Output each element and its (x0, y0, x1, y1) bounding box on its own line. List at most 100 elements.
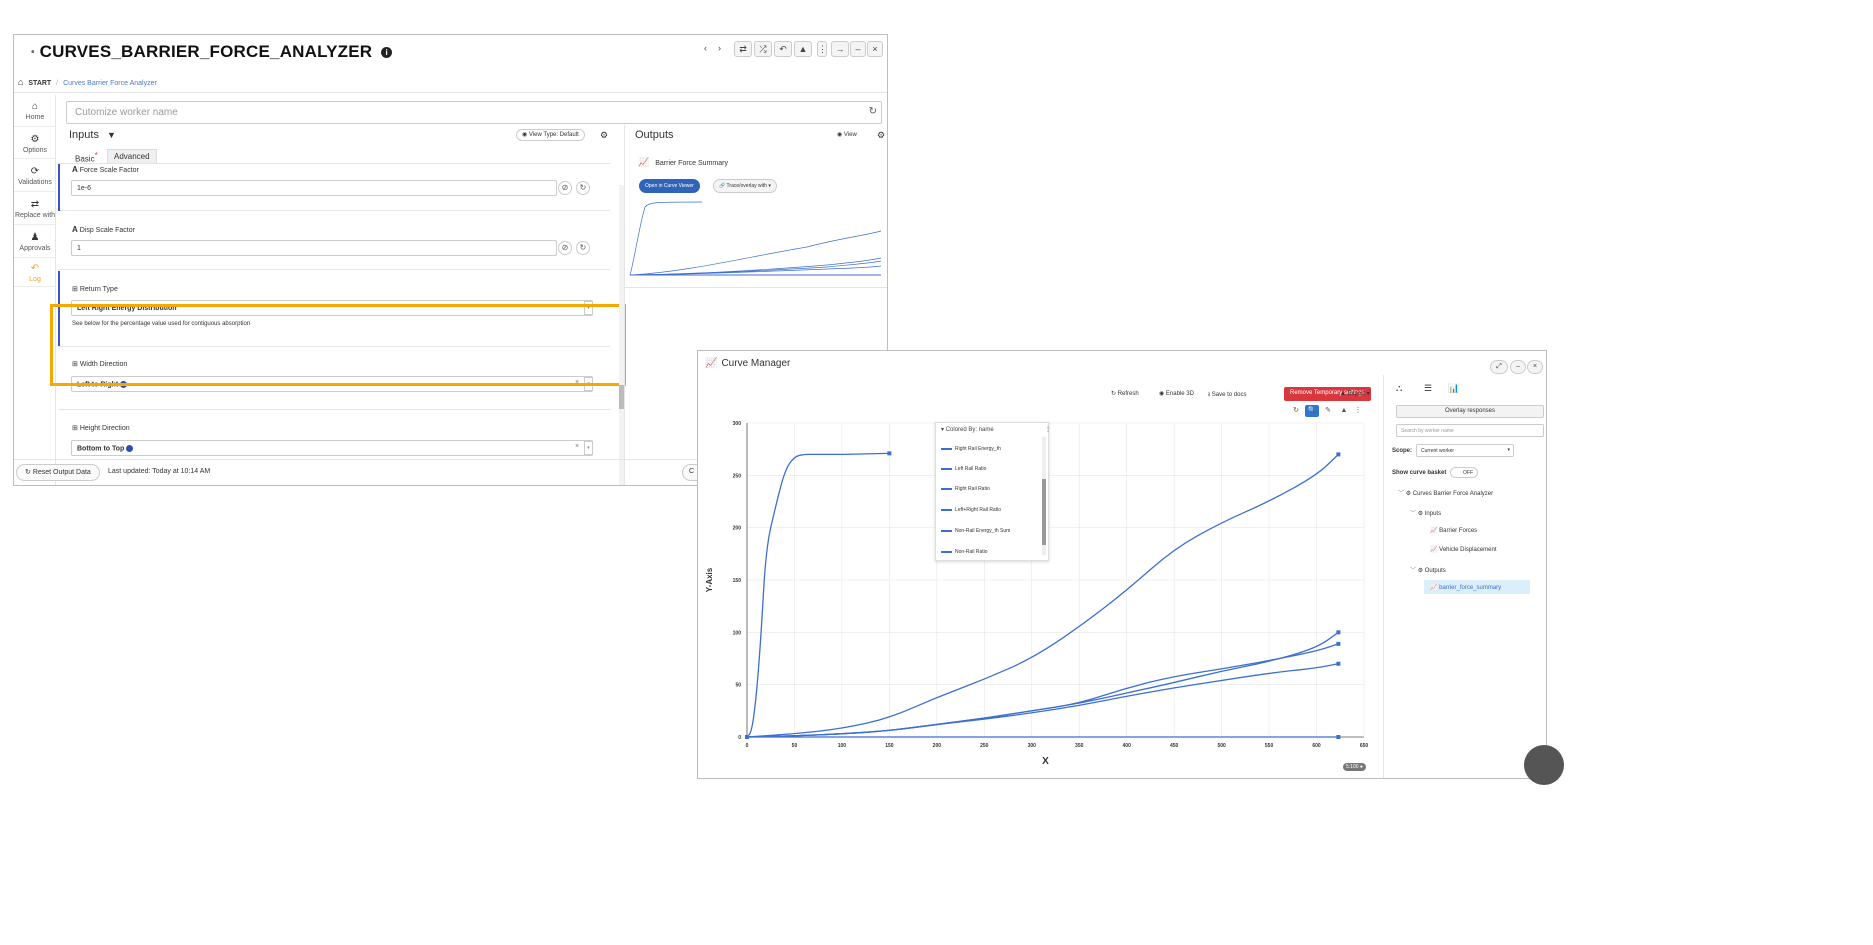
gear-icon: ⚙ (1417, 511, 1424, 517)
inputs-scrollbar[interactable] (619, 185, 624, 485)
text-icon: A (72, 165, 78, 174)
tree-root[interactable]: ﹀ ⚙ Curves Barrier Force Analyzer (1398, 488, 1493, 497)
outputs-view-button[interactable]: ◉ View (837, 131, 857, 138)
series-end-marker (1336, 630, 1341, 635)
export-button[interactable]: ▲ Export ▾ (1340, 391, 1370, 397)
remove-temporary-button[interactable]: Remove Temporary settings (1284, 387, 1371, 401)
legend-header[interactable]: ▾ Colored By: name ⋮ (941, 426, 1051, 433)
summary-thumbnail-chart[interactable] (627, 197, 885, 277)
breadcrumb-current[interactable]: Curves Barrier Force Analyzer (63, 80, 157, 87)
height-direction-select[interactable]: Bottom to Top (71, 440, 593, 456)
reset-output-button[interactable]: ↻ Reset Output Data (16, 464, 100, 481)
info-icon[interactable] (126, 445, 134, 452)
return-type-label-text: Return Type (79, 286, 118, 293)
upload-icon[interactable]: ▲ (1340, 407, 1348, 414)
more-vert-icon[interactable]: ⋮ (817, 41, 827, 57)
tree-inputs[interactable]: ﹀ ⚙ Inputs (1410, 508, 1441, 517)
upload-icon[interactable]: ▲ (794, 41, 812, 57)
tab-advanced[interactable]: Advanced (107, 149, 157, 163)
tab-basic[interactable]: Basic* (69, 149, 104, 164)
close-icon[interactable]: × (867, 41, 883, 57)
dropdown-icon[interactable]: ▾ (584, 301, 593, 315)
undo-icon[interactable]: ↶ (774, 41, 792, 57)
dropdown-icon[interactable]: ▾ (584, 441, 593, 455)
force-scale-input[interactable]: 1e-6 (71, 180, 557, 196)
link-icon[interactable]: ⊘ (558, 241, 572, 255)
breadcrumb-start[interactable]: START (28, 80, 52, 87)
tree-vehicle-displacement[interactable]: 📈 Vehicle Displacement (1430, 546, 1497, 553)
tree-outputs[interactable]: ﹀ ⚙ Outputs (1410, 565, 1446, 574)
refresh-icon[interactable]: ↻ (576, 241, 590, 255)
scope-value: Current worker (1421, 448, 1455, 454)
tree-view-icon[interactable]: ⛬ (1396, 383, 1403, 393)
reset-zoom-icon[interactable]: ↻ (1293, 407, 1299, 414)
refresh-icon[interactable]: ↻ (576, 181, 590, 195)
expand-icon[interactable]: ⤢ (1490, 360, 1508, 374)
legend-item[interactable]: Right Rail Ratio (941, 486, 990, 492)
chevron-right-icon[interactable]: › (718, 43, 721, 53)
more-vert-icon[interactable]: ⋮ (1045, 427, 1051, 433)
minimize-icon[interactable]: – (850, 41, 866, 57)
clear-icon[interactable]: × (575, 443, 580, 450)
legend-item[interactable]: Right Rail Energy_th (941, 446, 1001, 452)
inputs-scrollbar-thumb[interactable] (619, 385, 624, 409)
legend-item[interactable]: Left Rail Ratio (941, 466, 986, 472)
chevron-left-icon[interactable]: ‹ (704, 43, 707, 53)
trace-overlay-label: Trace/overlay with (726, 183, 767, 189)
sidebar-item-label: Replace with (14, 212, 56, 219)
trace-overlay-button[interactable]: 🔗 Trace/overlay with ▾ (713, 179, 777, 193)
outputs-gear-icon[interactable]: ⚙ (877, 130, 886, 140)
open-curve-viewer-button[interactable]: Open in Curve Viewer (639, 179, 700, 193)
info-icon[interactable]: i (381, 47, 393, 59)
zoom-icon[interactable]: 🔍 (1305, 405, 1319, 417)
refresh-button[interactable]: ↻ Refresh (1111, 390, 1139, 397)
view-type-button[interactable]: ◉ View Type: Default (516, 129, 585, 141)
close-icon[interactable]: × (1527, 360, 1543, 374)
arrow-right-icon[interactable]: → (831, 41, 849, 57)
chevron-down-icon: ﹀ (1410, 511, 1417, 517)
more-vert-icon[interactable]: ⋮ (1354, 407, 1362, 414)
worker-name-input[interactable]: Cutomize worker name ↻ (66, 101, 882, 124)
legend-item[interactable]: Left+Right Rail Ratio (941, 507, 1001, 513)
series-end-marker (1336, 735, 1341, 739)
legend-scrollbar-thumb[interactable] (1042, 479, 1046, 545)
scope-select[interactable]: Current worker ▾ (1416, 444, 1514, 457)
refresh-icon[interactable]: ↻ (868, 106, 877, 117)
sidebar-item-home[interactable]: ⌂ Home (14, 95, 56, 127)
minimize-icon[interactable]: – (1510, 360, 1526, 374)
overlay-responses-button[interactable]: Overlay responses (1396, 405, 1544, 418)
sidebar-item-replace[interactable]: ⇄ Replace with (14, 193, 56, 225)
link-icon[interactable]: ⊘ (558, 181, 572, 195)
tree-barrier-forces[interactable]: 📈 Barrier Forces (1430, 527, 1477, 534)
shuffle-icon[interactable]: ⤮ (754, 41, 772, 57)
enable-3d-button[interactable]: ◉ Enable 3D (1159, 390, 1194, 397)
inputs-gear-icon[interactable]: ⚙ (600, 130, 609, 140)
worker-window: • CURVES_BARRIER_FORCE_ANALYZER i ‹ › ⇄ … (13, 34, 888, 486)
last-updated: Last updated: Today at 10:14 AM (108, 468, 211, 475)
chart-save-icon[interactable]: 📊 (1448, 383, 1460, 393)
assistant-bubble[interactable] (1524, 745, 1564, 785)
swap-icon[interactable]: ⇄ (734, 41, 752, 57)
active-indicator (58, 164, 60, 211)
sidebar-item-approvals[interactable]: ♟ Approvals (14, 226, 56, 258)
sidebar-item-label: Approvals (19, 245, 51, 252)
curve-basket-toggle[interactable]: OFF (1450, 467, 1478, 478)
filter-icon[interactable]: ▼ (107, 130, 116, 140)
curve-chart[interactable]: 0 50 100 150 200 250 300 350 400 450 500 550 600 650 0… (698, 415, 1382, 777)
x-tick-label: 450 (1170, 743, 1179, 749)
save-to-docs-button[interactable]: ⭳ Save to docs (1208, 390, 1246, 400)
clear-icon[interactable]: × (575, 379, 580, 386)
worker-search-input[interactable]: Search by worker name (1396, 424, 1544, 437)
disp-scale-input[interactable]: 1 (71, 240, 557, 256)
pen-icon[interactable]: ✎ (1325, 407, 1331, 414)
list-view-icon[interactable]: ☰ (1424, 383, 1433, 393)
zoom-badge[interactable]: 5:100 ● (1343, 763, 1366, 771)
sidebar-item-validations[interactable]: ⟳ Validations (14, 160, 56, 192)
sidebar-item-options[interactable]: ⚙ Options (14, 128, 56, 159)
sidebar-item-log[interactable]: ↶ Log (14, 259, 56, 287)
legend-item[interactable]: Non-Rail Energy_th Sum (941, 528, 1010, 534)
legend-item[interactable]: Non-Rail Ratio (941, 549, 988, 555)
outputs-heading: Outputs (635, 129, 674, 141)
tree-summary[interactable]: 📈 barrier_force_summary (1424, 580, 1530, 594)
home-icon[interactable]: ⌂ (18, 77, 24, 87)
